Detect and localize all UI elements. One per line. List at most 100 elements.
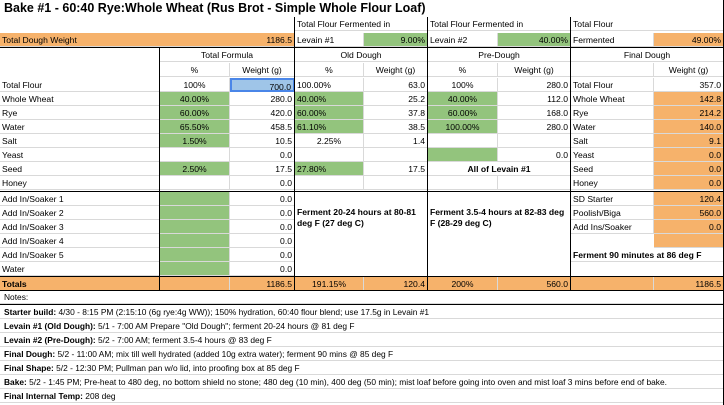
- tf-weight[interactable]: 10.5: [230, 134, 295, 148]
- row-label[interactable]: Honey: [0, 176, 160, 190]
- pd-pct[interactable]: 100%: [428, 78, 498, 92]
- levain1-header-a[interactable]: Total Flour Fermented in: [295, 17, 428, 31]
- fd-label[interactable]: Yeast: [571, 148, 654, 162]
- soaker-weight[interactable]: 0.0: [230, 220, 295, 234]
- fd-label[interactable]: Total Flour: [571, 78, 654, 92]
- soaker-weight[interactable]: 0.0: [230, 262, 295, 276]
- row-label[interactable]: Water: [0, 120, 160, 134]
- pd-pct[interactable]: 60.00%: [428, 106, 498, 120]
- od-pct[interactable]: 27.80%: [295, 162, 364, 176]
- pd-pct[interactable]: 100.00%: [428, 120, 498, 134]
- fd-label[interactable]: Add Ins/Soaker: [571, 220, 654, 234]
- totals-tf-pct[interactable]: [160, 277, 230, 291]
- tf-pct[interactable]: [160, 176, 230, 190]
- pd-weight[interactable]: 280.0: [498, 78, 571, 92]
- od-weight[interactable]: 25.2: [364, 92, 428, 106]
- od-weight[interactable]: 1.4: [364, 134, 428, 148]
- fermented-header-b[interactable]: Fermented: [571, 33, 654, 47]
- fermented-header-a[interactable]: Total Flour: [571, 17, 724, 31]
- soaker-weight[interactable]: 0.0: [230, 206, 295, 220]
- tf-pct[interactable]: [160, 148, 230, 162]
- tf-weight[interactable]: 0.0: [230, 176, 295, 190]
- fd-weight[interactable]: 214.2: [654, 106, 724, 120]
- note-final-temp[interactable]: Final Internal Temp: 208 deg: [0, 389, 724, 403]
- tf-pct[interactable]: 65.50%: [160, 120, 230, 134]
- fd-label[interactable]: Poolish/Biga: [571, 206, 654, 220]
- soaker-pct[interactable]: [160, 220, 230, 234]
- soaker-label[interactable]: Water: [0, 262, 160, 276]
- pd-pct[interactable]: [428, 148, 498, 162]
- note-starter-build[interactable]: Starter build: 4/30 - 8:15 PM (2:15:10 (…: [0, 305, 724, 319]
- soaker-pct[interactable]: [160, 206, 230, 220]
- pd-weight[interactable]: 112.0: [498, 92, 571, 106]
- fd-weight[interactable]: 357.0: [654, 78, 724, 92]
- totals-pd-pct[interactable]: 200%: [428, 277, 498, 291]
- levain1-header-b[interactable]: Levain #1: [295, 33, 364, 47]
- totals-pd-weight[interactable]: 560.0: [498, 277, 571, 291]
- soaker-label[interactable]: Add In/Soaker 3: [0, 220, 160, 234]
- fd-weight[interactable]: 0.0: [654, 162, 724, 176]
- od-weight[interactable]: 37.8: [364, 106, 428, 120]
- final-dough-ferment-note[interactable]: Ferment 90 minutes at 86 deg F: [571, 248, 724, 262]
- od-weight[interactable]: 17.5: [364, 162, 428, 176]
- fd-weight[interactable]: 560.0: [654, 206, 724, 220]
- fd-weight[interactable]: 0.0: [654, 176, 724, 190]
- tf-weight[interactable]: 280.0: [230, 92, 295, 106]
- od-pct[interactable]: 100.00%: [295, 78, 364, 92]
- row-label[interactable]: Rye: [0, 106, 160, 120]
- pd-weight[interactable]: 168.0: [498, 106, 571, 120]
- fd-weight[interactable]: [654, 234, 724, 248]
- totals-fd-weight[interactable]: 1186.5: [654, 277, 724, 291]
- od-weight[interactable]: [364, 176, 428, 190]
- tf-weight[interactable]: 0.0: [230, 148, 295, 162]
- fd-label[interactable]: SD Starter: [571, 192, 654, 206]
- totals-fd-label[interactable]: [571, 277, 654, 291]
- fd-weight[interactable]: 0.0: [654, 220, 724, 234]
- soaker-label[interactable]: Add In/Soaker 2: [0, 206, 160, 220]
- levain1-pct[interactable]: 9.00%: [364, 33, 428, 47]
- row-label[interactable]: Whole Wheat: [0, 92, 160, 106]
- fd-weight[interactable]: 0.0: [654, 148, 724, 162]
- totals-tf-weight[interactable]: 1186.5: [230, 277, 295, 291]
- soaker-weight[interactable]: 0.0: [230, 234, 295, 248]
- soaker-pct[interactable]: [160, 192, 230, 206]
- fd-label[interactable]: Seed: [571, 162, 654, 176]
- fd-weight[interactable]: 140.0: [654, 120, 724, 134]
- fd-weight[interactable]: 142.8: [654, 92, 724, 106]
- note-levain-2[interactable]: Levain #2 (Pre-Dough): 5/2 - 7:00 AM; fe…: [0, 333, 724, 347]
- fd-weight[interactable]: 9.1: [654, 134, 724, 148]
- fd-label[interactable]: Salt: [571, 134, 654, 148]
- levain2-header-b[interactable]: Levain #2: [428, 33, 498, 47]
- tf-pct[interactable]: 40.00%: [160, 92, 230, 106]
- od-pct[interactable]: 60.00%: [295, 106, 364, 120]
- soaker-label[interactable]: Add In/Soaker 1: [0, 192, 160, 206]
- soaker-label[interactable]: Add In/Soaker 4: [0, 234, 160, 248]
- pd-pct[interactable]: [428, 176, 498, 190]
- od-weight[interactable]: 63.0: [364, 78, 428, 92]
- old-dough-ferment-note[interactable]: Ferment 20-24 hours at 80-81 deg F (27 d…: [297, 207, 416, 228]
- fermented-pct[interactable]: 49.00%: [654, 33, 724, 47]
- tf-pct[interactable]: 100%: [160, 78, 230, 92]
- totals-label[interactable]: Totals: [0, 277, 160, 291]
- tf-pct[interactable]: 1.50%: [160, 134, 230, 148]
- pre-dough-ferment-note[interactable]: Ferment 3.5-4 hours at 82-83 deg F (28-2…: [430, 207, 565, 228]
- soaker-weight[interactable]: 0.0: [230, 192, 295, 206]
- levain2-pct[interactable]: 40.00%: [498, 33, 571, 47]
- od-weight[interactable]: 38.5: [364, 120, 428, 134]
- od-pct[interactable]: 40.00%: [295, 92, 364, 106]
- od-weight[interactable]: [364, 148, 428, 162]
- totals-od-weight[interactable]: 120.4: [364, 277, 428, 291]
- tf-weight[interactable]: 420.0: [230, 106, 295, 120]
- soaker-pct[interactable]: [160, 234, 230, 248]
- row-label[interactable]: Total Flour: [0, 78, 160, 92]
- note-final-shape[interactable]: Final Shape: 5/2 - 12:30 PM; Pullman pan…: [0, 361, 724, 375]
- tf-weight[interactable]: 17.5: [230, 162, 295, 176]
- pd-weight[interactable]: [498, 134, 571, 148]
- row-label[interactable]: Seed: [0, 162, 160, 176]
- soaker-pct[interactable]: [160, 248, 230, 262]
- pd-levain-note[interactable]: All of Levain #1: [428, 162, 571, 176]
- pd-pct[interactable]: [428, 134, 498, 148]
- row-label[interactable]: Yeast: [0, 148, 160, 162]
- fd-label[interactable]: Whole Wheat: [571, 92, 654, 106]
- note-levain-1[interactable]: Levain #1 (Old Dough): 5/1 - 7:00 AM Pre…: [0, 319, 724, 333]
